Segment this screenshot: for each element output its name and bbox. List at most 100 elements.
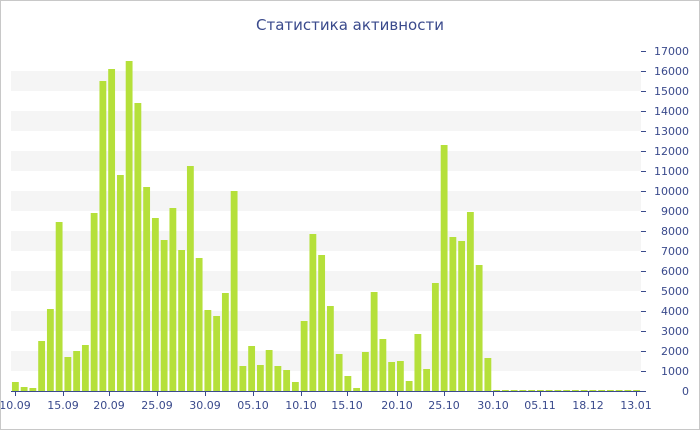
bar	[536, 390, 544, 391]
x-tick-label: 15.09	[47, 399, 79, 412]
bar	[458, 241, 466, 391]
x-tick-label: 25.10	[428, 399, 460, 412]
bar	[589, 390, 597, 391]
grid-band	[11, 311, 641, 331]
y-tick-label: 15000	[654, 85, 689, 98]
y-tick-label: 16000	[654, 65, 689, 78]
bar	[108, 69, 116, 391]
bar	[73, 351, 81, 391]
bar	[169, 208, 177, 391]
bar	[125, 61, 133, 391]
bar	[615, 390, 623, 391]
bar	[510, 390, 518, 391]
bar	[414, 334, 422, 391]
bar	[554, 390, 562, 391]
x-tick-label: 15.10	[331, 399, 363, 412]
bar	[606, 390, 614, 391]
x-tick-label: 05.11	[524, 399, 556, 412]
bar	[248, 346, 256, 391]
y-tick-label: 2000	[661, 345, 689, 358]
bar	[484, 358, 492, 391]
x-tick-label: 10.10	[285, 399, 317, 412]
grid-band	[11, 151, 641, 171]
y-tick-label: 1000	[661, 365, 689, 378]
bar	[379, 339, 387, 391]
bar	[309, 234, 317, 391]
y-tick-label: 9000	[661, 205, 689, 218]
bar	[291, 382, 299, 391]
y-tick-label: 10000	[654, 185, 689, 198]
bar	[563, 390, 571, 391]
bar	[81, 345, 89, 391]
bar	[300, 321, 308, 391]
x-tick-label: 30.10	[477, 399, 509, 412]
bar	[633, 390, 641, 391]
bar	[519, 390, 527, 391]
y-tick-label: 7000	[661, 245, 689, 258]
bar	[431, 283, 439, 391]
bar	[55, 222, 63, 391]
grid-band	[11, 111, 641, 131]
bar	[370, 292, 378, 391]
bar	[501, 390, 509, 391]
bar	[46, 309, 54, 391]
y-tick-label: 6000	[661, 265, 689, 278]
bar	[274, 366, 282, 391]
x-tick-label: 20.09	[93, 399, 125, 412]
bar	[38, 341, 46, 391]
bar	[265, 350, 273, 391]
bar	[449, 237, 457, 391]
y-tick-label: 14000	[654, 105, 689, 118]
bar	[318, 255, 326, 391]
bar	[326, 306, 334, 391]
bar	[388, 362, 396, 391]
bar	[528, 390, 536, 391]
x-axis-ticks: 10.09 15.09 20.09 25.09 30.09 05.10 10.10 15.10…	[1, 391, 652, 412]
y-tick-label: 13000	[654, 125, 689, 138]
bar	[440, 145, 448, 391]
bars	[11, 61, 641, 391]
bar	[256, 365, 264, 391]
y-tick-label: 0	[682, 385, 689, 398]
x-tick-label: 10.09	[1, 399, 31, 412]
bar	[353, 388, 361, 391]
y-tick-label: 8000	[661, 225, 689, 238]
x-tick-label: 18.12	[572, 399, 604, 412]
y-tick-label: 12000	[654, 145, 689, 158]
x-tick-label: 20.10	[381, 399, 413, 412]
bar	[160, 240, 168, 391]
y-tick-label: 5000	[661, 285, 689, 298]
bar	[11, 382, 19, 391]
bar	[598, 390, 606, 391]
grid-band	[11, 191, 641, 211]
grid-band	[11, 351, 641, 371]
bar	[545, 390, 553, 391]
bar	[195, 258, 203, 391]
bar	[405, 381, 413, 391]
grid-band	[11, 71, 641, 91]
bar	[204, 310, 212, 391]
bar	[571, 390, 579, 391]
x-tick-label: 30.09	[189, 399, 221, 412]
bar	[396, 361, 404, 391]
bar	[116, 175, 124, 391]
bar	[580, 390, 588, 391]
y-tick-label: 11000	[654, 165, 689, 178]
bar	[221, 293, 229, 391]
bar	[423, 369, 431, 391]
bar	[178, 250, 186, 391]
x-tick-label: 13.01	[620, 399, 652, 412]
bar	[230, 191, 238, 391]
bar	[493, 390, 501, 391]
bar	[239, 366, 247, 391]
x-tick-label: 25.09	[141, 399, 173, 412]
bar	[29, 388, 37, 391]
bar	[466, 212, 474, 391]
bar	[361, 352, 369, 391]
bar	[283, 370, 291, 391]
bar	[90, 213, 98, 391]
chart-title: Статистика активности	[256, 16, 444, 34]
y-axis-ticks: 0 1000 2000 3000 4000 5000 6000 7000 8000 9000 100…	[641, 45, 689, 398]
